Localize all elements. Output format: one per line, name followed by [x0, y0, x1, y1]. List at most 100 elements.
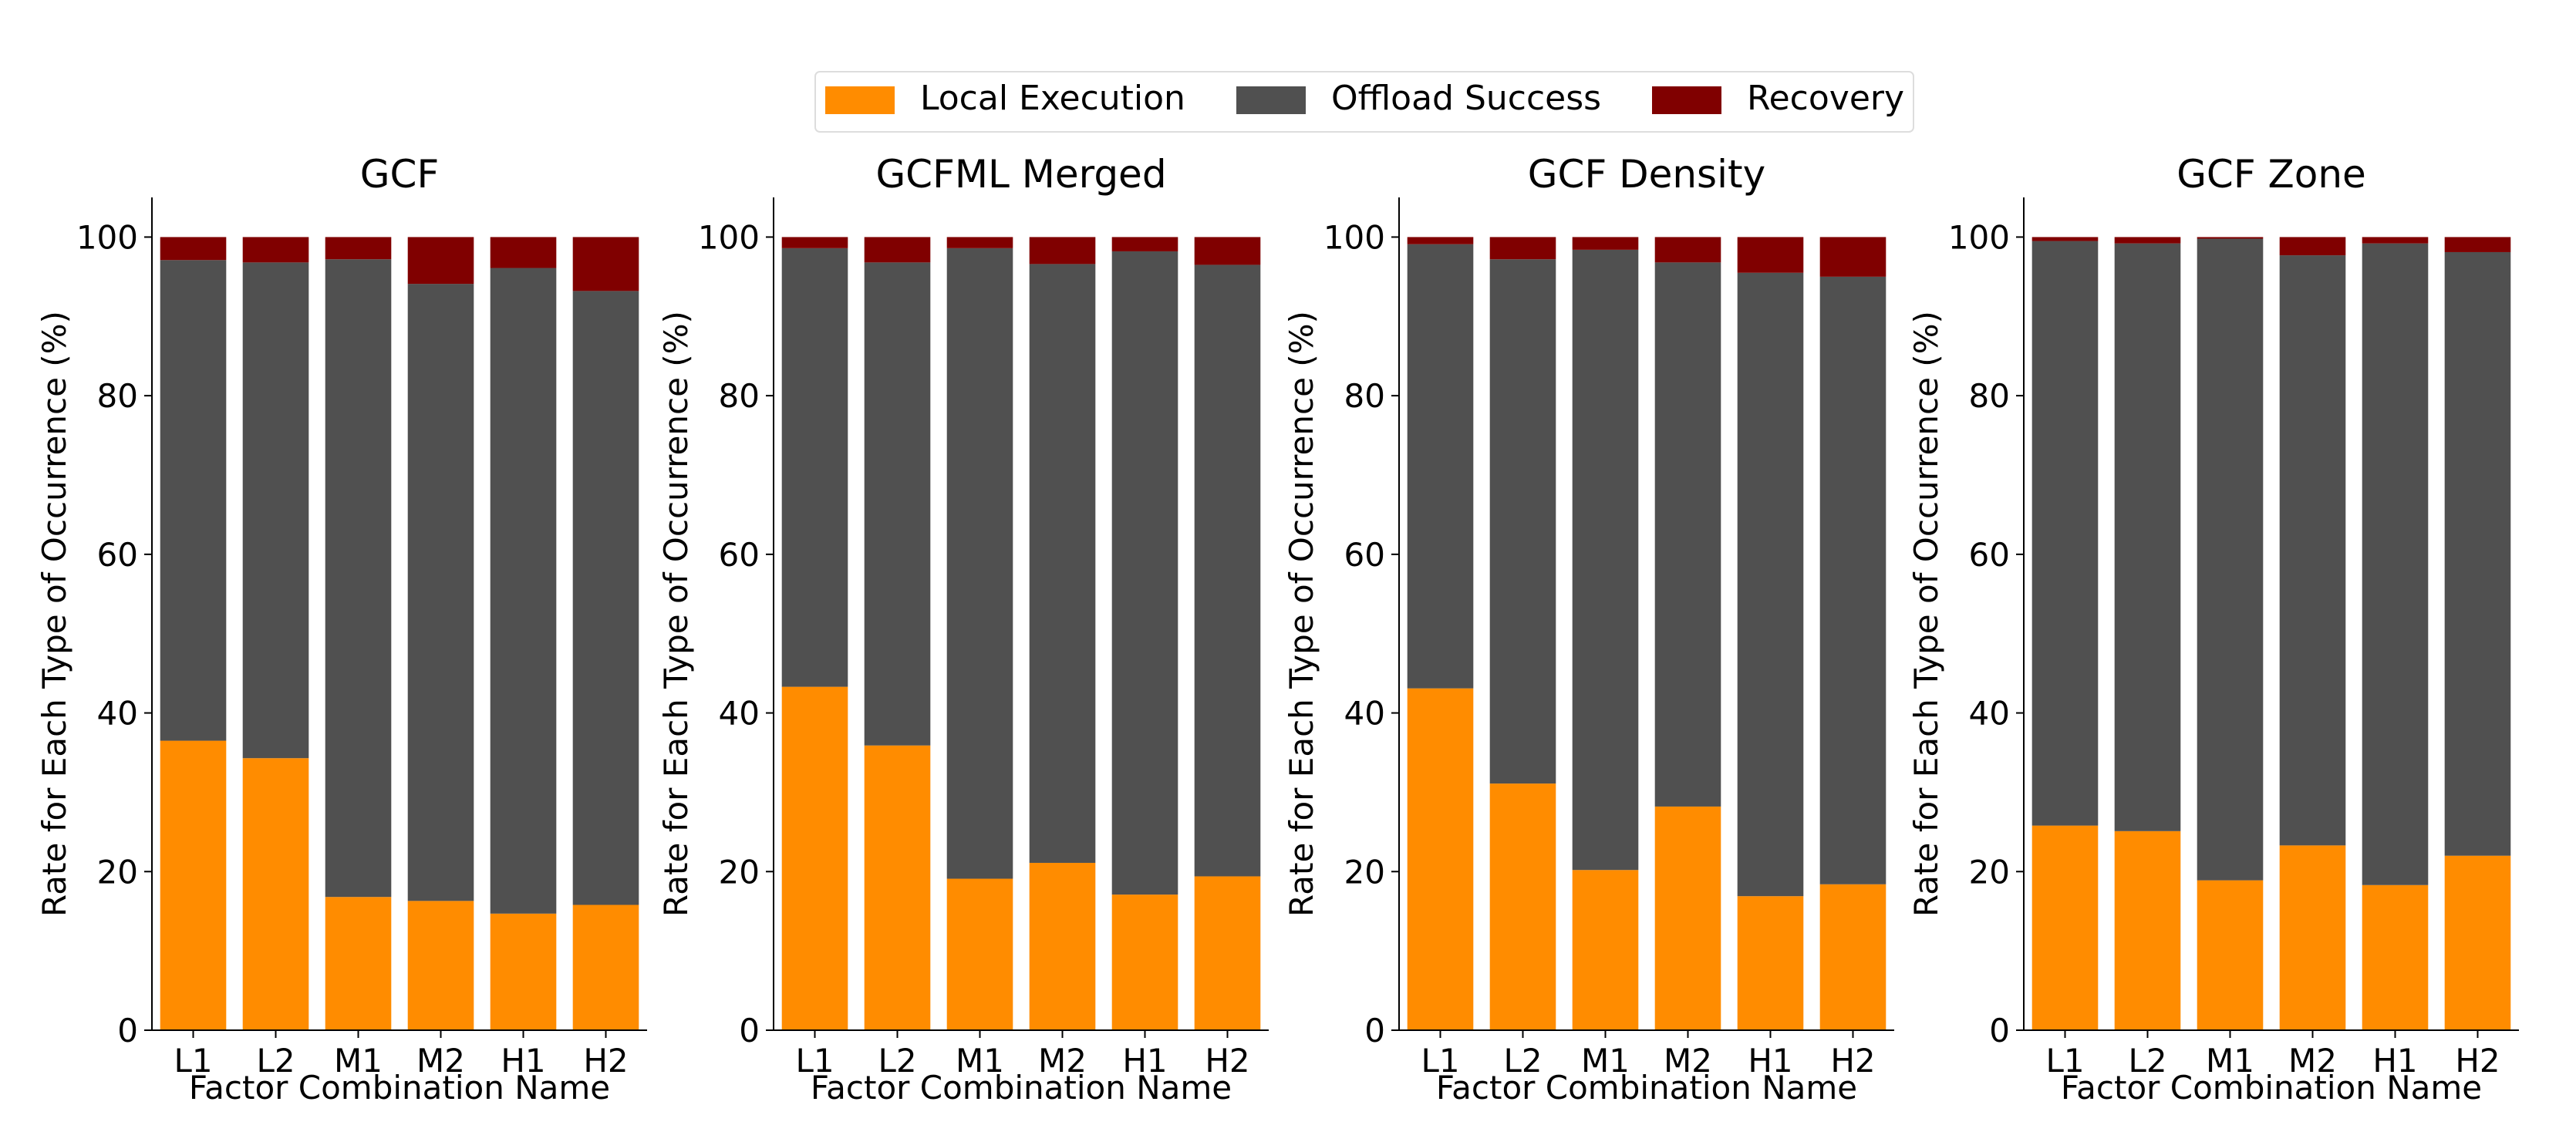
bar-local-execution-m1 [1572, 870, 1639, 1030]
y-tick-label: 20 [1344, 853, 1385, 891]
y-tick-label: 60 [1969, 536, 2010, 574]
bar-offload-success-h1 [1111, 251, 1178, 895]
y-axis-label: Rate for Each Type of Occurrence (%) [1907, 311, 1945, 917]
y-tick-label: 100 [1948, 218, 2010, 256]
x-tick-label-h1: H1 [501, 1042, 545, 1080]
bar-recovery-h1 [490, 237, 557, 268]
x-tick-label-h1: H1 [1122, 1042, 1167, 1080]
x-tick-label-h1: H1 [1748, 1042, 1792, 1080]
chart-title: GCF [360, 152, 439, 197]
bar-offload-success-h1 [1737, 272, 1804, 897]
panel-gcfml-merged: GCFML Merged 0 20 40 60 80 100 L1 L2 M1 M2 H1 H2Fact… [657, 152, 1269, 1107]
bar-recovery-l2 [864, 237, 931, 263]
bar-offload-success-m1 [2197, 238, 2264, 881]
bar-offload-success-l2 [1489, 259, 1556, 784]
bar-local-execution-l2 [864, 745, 931, 1030]
bar-recovery-l1 [1407, 237, 1474, 244]
bar-offload-success-h1 [490, 268, 557, 914]
bar-offload-success-m2 [1654, 262, 1721, 807]
bar-local-execution-l2 [242, 758, 309, 1030]
legend-item-local-execution: Local Execution [825, 79, 1185, 118]
bar-local-execution-m1 [946, 878, 1013, 1030]
y-tick-label: 20 [1969, 853, 2010, 891]
bar-local-execution-m2 [1029, 862, 1096, 1030]
bar-offload-success-h2 [2444, 251, 2511, 856]
x-tick-label-m1: M1 [956, 1042, 1004, 1080]
bar-recovery-l1 [2031, 237, 2099, 241]
bar-local-execution-m1 [325, 897, 392, 1030]
bar-recovery-h2 [572, 237, 639, 291]
x-tick-label-m2: M2 [1038, 1042, 1087, 1080]
chart-title: GCFML Merged [875, 152, 1166, 197]
legend-label-recovery: Recovery [1747, 79, 1904, 118]
x-axis-label: Factor Combination Name [811, 1069, 1232, 1107]
bar-recovery-m2 [407, 237, 474, 285]
legend-swatch-offload-success [1236, 86, 1306, 114]
bar-local-execution-l1 [160, 740, 227, 1030]
x-tick-label-m2: M2 [416, 1042, 465, 1080]
bar-recovery-l2 [242, 237, 309, 263]
bar-offload-success-m2 [2279, 255, 2346, 846]
legend-item-recovery: Recovery [1652, 79, 1904, 118]
bars [781, 237, 1261, 1030]
bar-recovery-m2 [1654, 237, 1721, 263]
x-axis-label: Factor Combination Name [189, 1069, 610, 1107]
x-tick-label-h2: H2 [1205, 1042, 1249, 1080]
bar-recovery-m2 [1029, 237, 1096, 264]
y-tick-label: 100 [76, 218, 138, 256]
bar-local-execution-m1 [2197, 880, 2264, 1030]
bar-offload-success-m1 [325, 259, 392, 898]
bar-recovery-l1 [781, 237, 848, 248]
bar-local-execution-h1 [1737, 896, 1804, 1030]
bar-recovery-h1 [1111, 237, 1178, 251]
bar-recovery-m1 [325, 237, 392, 260]
bar-offload-success-h2 [572, 291, 639, 905]
bar-offload-success-m1 [946, 248, 1013, 879]
bar-local-execution-m2 [2279, 845, 2346, 1030]
bar-offload-success-m2 [407, 284, 474, 901]
bar-offload-success-h2 [1194, 264, 1261, 877]
legend-swatch-local-execution [825, 86, 895, 114]
y-tick-label: 40 [719, 695, 760, 733]
legend: Local Execution Offload Success Recovery [814, 71, 1914, 133]
y-axis-label: Rate for Each Type of Occurrence (%) [657, 311, 695, 917]
y-tick-label: 100 [698, 218, 760, 256]
bars [160, 237, 639, 1030]
x-axis-label: Factor Combination Name [2061, 1069, 2482, 1107]
bar-local-execution-h2 [2444, 855, 2511, 1030]
y-tick-label: 80 [97, 377, 138, 415]
y-tick-label: 40 [1344, 695, 1385, 733]
y-tick-label: 60 [719, 536, 760, 574]
bar-recovery-m2 [2279, 237, 2346, 256]
legend-frame [814, 71, 1914, 133]
bar-local-execution-h1 [2362, 884, 2429, 1030]
y-tick-label: 80 [1344, 377, 1385, 415]
y-tick-label: 0 [1989, 1012, 2010, 1049]
bar-recovery-l1 [160, 237, 227, 261]
bar-offload-success-m1 [1572, 249, 1639, 871]
bar-recovery-l2 [1489, 237, 1556, 260]
y-tick-label: 60 [1344, 536, 1385, 574]
x-tick-label-h1: H1 [2372, 1042, 2417, 1080]
y-axis-label: Rate for Each Type of Occurrence (%) [35, 311, 73, 917]
bar-local-execution-h2 [1194, 876, 1261, 1030]
x-tick-label-m1: M1 [1581, 1042, 1630, 1080]
x-tick-label-l1: L1 [2045, 1042, 2084, 1080]
y-tick-label: 80 [1969, 377, 2010, 415]
legend-label-offload-success: Offload Success [1331, 79, 1601, 118]
y-tick-label: 20 [719, 853, 760, 891]
chart-title: GCF Zone [2176, 152, 2366, 197]
bar-local-execution-m2 [407, 901, 474, 1030]
bar-offload-success-l2 [2114, 243, 2181, 831]
bar-offload-success-h2 [1819, 276, 1886, 884]
bar-local-execution-h1 [1111, 894, 1178, 1030]
bar-recovery-m1 [1572, 237, 1639, 250]
x-tick-label-h2: H2 [2455, 1042, 2500, 1080]
y-axis-label: Rate for Each Type of Occurrence (%) [1283, 311, 1320, 917]
y-tick-label: 0 [739, 1012, 760, 1049]
x-tick-label-h2: H2 [583, 1042, 628, 1080]
x-tick-label-l2: L2 [1503, 1042, 1542, 1080]
